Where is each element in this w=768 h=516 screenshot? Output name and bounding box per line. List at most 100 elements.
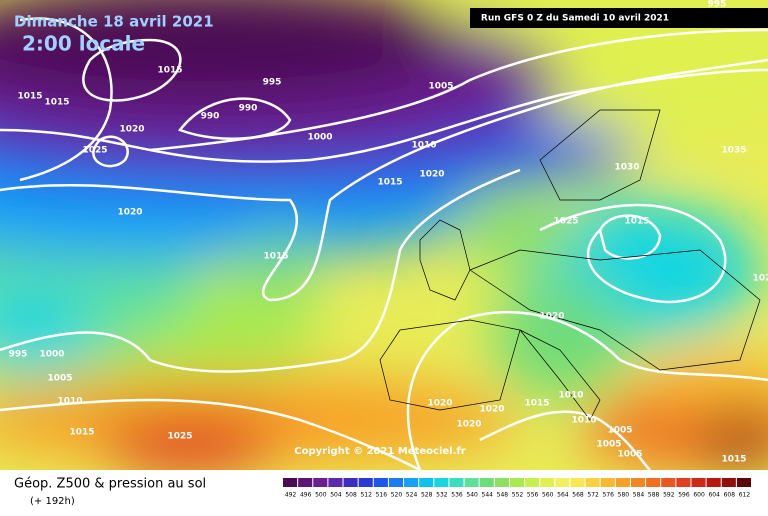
isobar-label: 1015 <box>624 217 649 227</box>
scale-label: 584 <box>633 492 645 499</box>
scale-swatch <box>449 478 464 487</box>
scale-label: 532 <box>436 492 448 499</box>
scale-swatch <box>615 478 630 487</box>
scale-swatch <box>646 478 661 487</box>
scale-swatch <box>313 478 328 487</box>
scale-swatch <box>343 478 358 487</box>
scale-label: 552 <box>512 492 524 499</box>
scale-swatch <box>283 478 298 487</box>
isobar-label: 1005 <box>47 374 72 384</box>
isobar-label: 102 <box>753 274 768 284</box>
scale-label: 580 <box>618 492 630 499</box>
scale-label: 592 <box>663 492 675 499</box>
isobar-label: 1020 <box>117 208 142 218</box>
scale-label: 544 <box>482 492 494 499</box>
isobar-label: 1030 <box>614 163 639 173</box>
scale-swatch <box>706 478 721 487</box>
scale-label: 540 <box>466 492 478 499</box>
scale-label: 492 <box>285 492 297 499</box>
scale-swatch <box>388 478 404 487</box>
isobar-label: 1025 <box>553 217 578 227</box>
isobar-label: 1020 <box>479 405 504 415</box>
scale-label: 516 <box>376 492 388 499</box>
isobar-label: 1000 <box>39 350 64 360</box>
scale-label: 612 <box>739 492 751 499</box>
scale-swatch <box>509 478 525 487</box>
isobar-label: 990 <box>239 104 258 114</box>
isobar-label: 1020 <box>456 420 481 430</box>
isobar-label: 1005 <box>596 440 621 450</box>
isobar-label: 995 <box>263 78 282 88</box>
isobar-label: 1015 <box>721 455 746 465</box>
isobar-label: 1020 <box>119 125 144 135</box>
scale-swatch <box>328 478 343 487</box>
scale-label: 560 <box>542 492 554 499</box>
scale-label: 508 <box>345 492 357 499</box>
scale-label: 520 <box>391 492 403 499</box>
isobar-labels: 1015 1015 1015 995 990 990 1020 1025 1005 1000 101… <box>9 0 768 465</box>
isobar-label: 1010 <box>57 397 82 407</box>
isobar-label: 1015 <box>377 178 402 188</box>
coastlines <box>379 109 761 421</box>
scale-swatch <box>691 478 706 487</box>
scale-label: 536 <box>451 492 463 499</box>
scale-label: 600 <box>693 492 705 499</box>
scale-label: 596 <box>678 492 690 499</box>
scale-swatch <box>358 478 373 487</box>
isobar-label: 1020 <box>419 170 444 180</box>
isobar-label: 1015 <box>44 98 69 108</box>
scale-swatch <box>676 478 691 487</box>
scale-swatch <box>434 478 449 487</box>
isobar-label: 1020 <box>539 312 564 322</box>
scale-swatch <box>661 478 676 487</box>
isobar-label: 1015 <box>157 66 182 76</box>
scale-label: 604 <box>708 492 720 499</box>
isobar-label: 995 <box>9 350 28 360</box>
isobar-label: 1020 <box>427 399 452 409</box>
isobar-label: 1015 <box>69 428 94 438</box>
copyright: Copyright © 2021 Meteociel.fr <box>294 446 465 457</box>
isobar-label: 1005 <box>428 82 453 92</box>
field <box>0 0 768 470</box>
scale-label: 500 <box>315 492 327 499</box>
scale-label: 504 <box>330 492 342 499</box>
scale-label: 524 <box>406 492 418 499</box>
run: Run GFS 0 Z du Samedi 10 avril 2021 <box>481 14 669 24</box>
scale-label: 608 <box>724 492 736 499</box>
footer <box>0 470 768 512</box>
scale-label: 528 <box>421 492 433 499</box>
scale-swatch <box>525 478 540 487</box>
scale-swatch <box>419 478 434 487</box>
isobar-label: 1015 <box>524 399 549 409</box>
scale-swatch <box>540 478 555 487</box>
isobar-label: 1010 <box>558 391 583 401</box>
time: 2:00 locale <box>22 32 145 56</box>
footer-lead: (+ 192h) <box>30 496 75 507</box>
scale-label: 556 <box>527 492 539 499</box>
run-box <box>470 8 768 28</box>
scale-swatch <box>600 478 615 487</box>
scale-swatch <box>494 478 509 487</box>
scale-label: 572 <box>587 492 599 499</box>
scale-swatch <box>585 478 600 487</box>
scale-label: 548 <box>497 492 509 499</box>
isobars <box>0 17 768 470</box>
scale-swatch <box>630 478 646 487</box>
isobar-label: 1025 <box>167 432 192 442</box>
color-scale: 492 496 500 504 508 512 516 520 524 528 532 536 540 5… <box>283 478 751 499</box>
scale-swatch <box>464 478 479 487</box>
scale-swatch <box>736 478 751 487</box>
scale-label: 576 <box>603 492 615 499</box>
scale-swatch <box>570 478 585 487</box>
scale-label: 564 <box>557 492 569 499</box>
scale-label: 568 <box>572 492 584 499</box>
scale-swatch <box>555 478 570 487</box>
isobar-label: 1010 <box>411 141 436 151</box>
date: Dimanche 18 avril 2021 <box>14 13 214 31</box>
isobar-label: 1015 <box>263 252 288 262</box>
scale-swatch <box>298 478 313 487</box>
scale-swatch <box>373 478 388 487</box>
scale-label: 588 <box>648 492 660 499</box>
isobar-label: 990 <box>201 112 220 122</box>
